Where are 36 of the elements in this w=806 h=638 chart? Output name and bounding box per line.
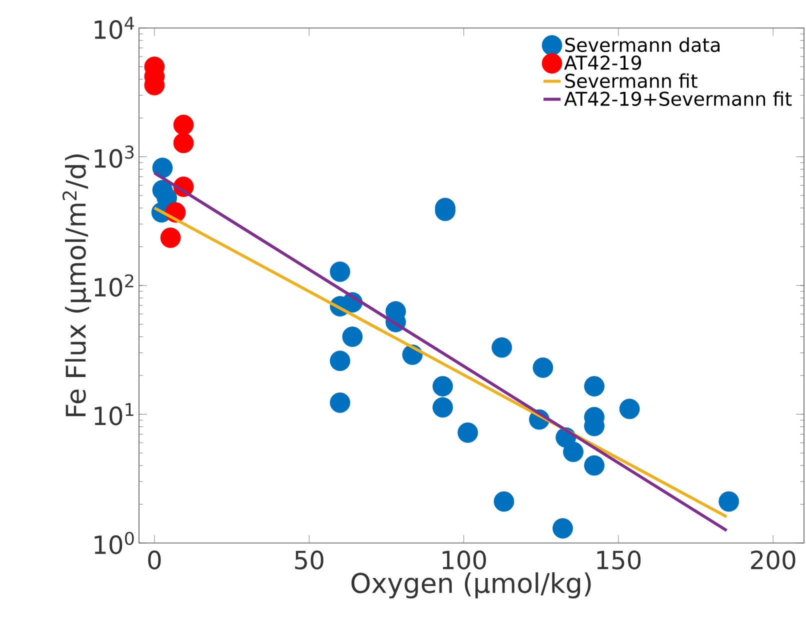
x-tick-label: 100	[442, 550, 486, 570]
point	[458, 422, 478, 443]
point	[492, 337, 512, 358]
point	[619, 398, 640, 420]
point	[173, 132, 194, 154]
point	[160, 228, 181, 248]
x-axis-title: Oxygen (μmol/kg)	[351, 572, 591, 598]
point	[532, 357, 554, 378]
y-tick-label: 10$^{0}$	[94, 532, 134, 554]
point	[718, 491, 740, 512]
point	[552, 518, 573, 539]
y-tick-label: 10$^{4}$	[94, 16, 134, 40]
y-tick-label: 10$^{2}$	[94, 274, 134, 297]
x-tick-label: 0	[148, 550, 161, 570]
x-tick-label: 150	[597, 550, 641, 570]
point	[173, 114, 194, 136]
legend-label: AT42-19+Severmann fit	[564, 91, 792, 106]
y-tick-label: 10$^{1}$	[94, 403, 134, 426]
point	[432, 376, 453, 396]
y-tick-label: 10$^{3}$	[94, 146, 134, 168]
legend-label: Severmann data	[565, 37, 720, 52]
legend-label: Severmann fit	[565, 73, 698, 88]
point	[342, 326, 363, 347]
point	[584, 455, 604, 476]
point	[330, 392, 350, 413]
point	[563, 442, 584, 462]
point	[494, 491, 514, 512]
point	[152, 158, 173, 178]
x-tick-label: 50	[295, 550, 324, 570]
legend-label: AT42-19	[564, 56, 642, 70]
point	[330, 350, 350, 372]
x-tick-label: 200	[751, 550, 796, 570]
point	[330, 261, 350, 282]
point	[432, 397, 453, 418]
y-axis-title: Fe Flux (μmol/m$^{2}$/d)	[62, 154, 92, 416]
point	[584, 376, 604, 396]
